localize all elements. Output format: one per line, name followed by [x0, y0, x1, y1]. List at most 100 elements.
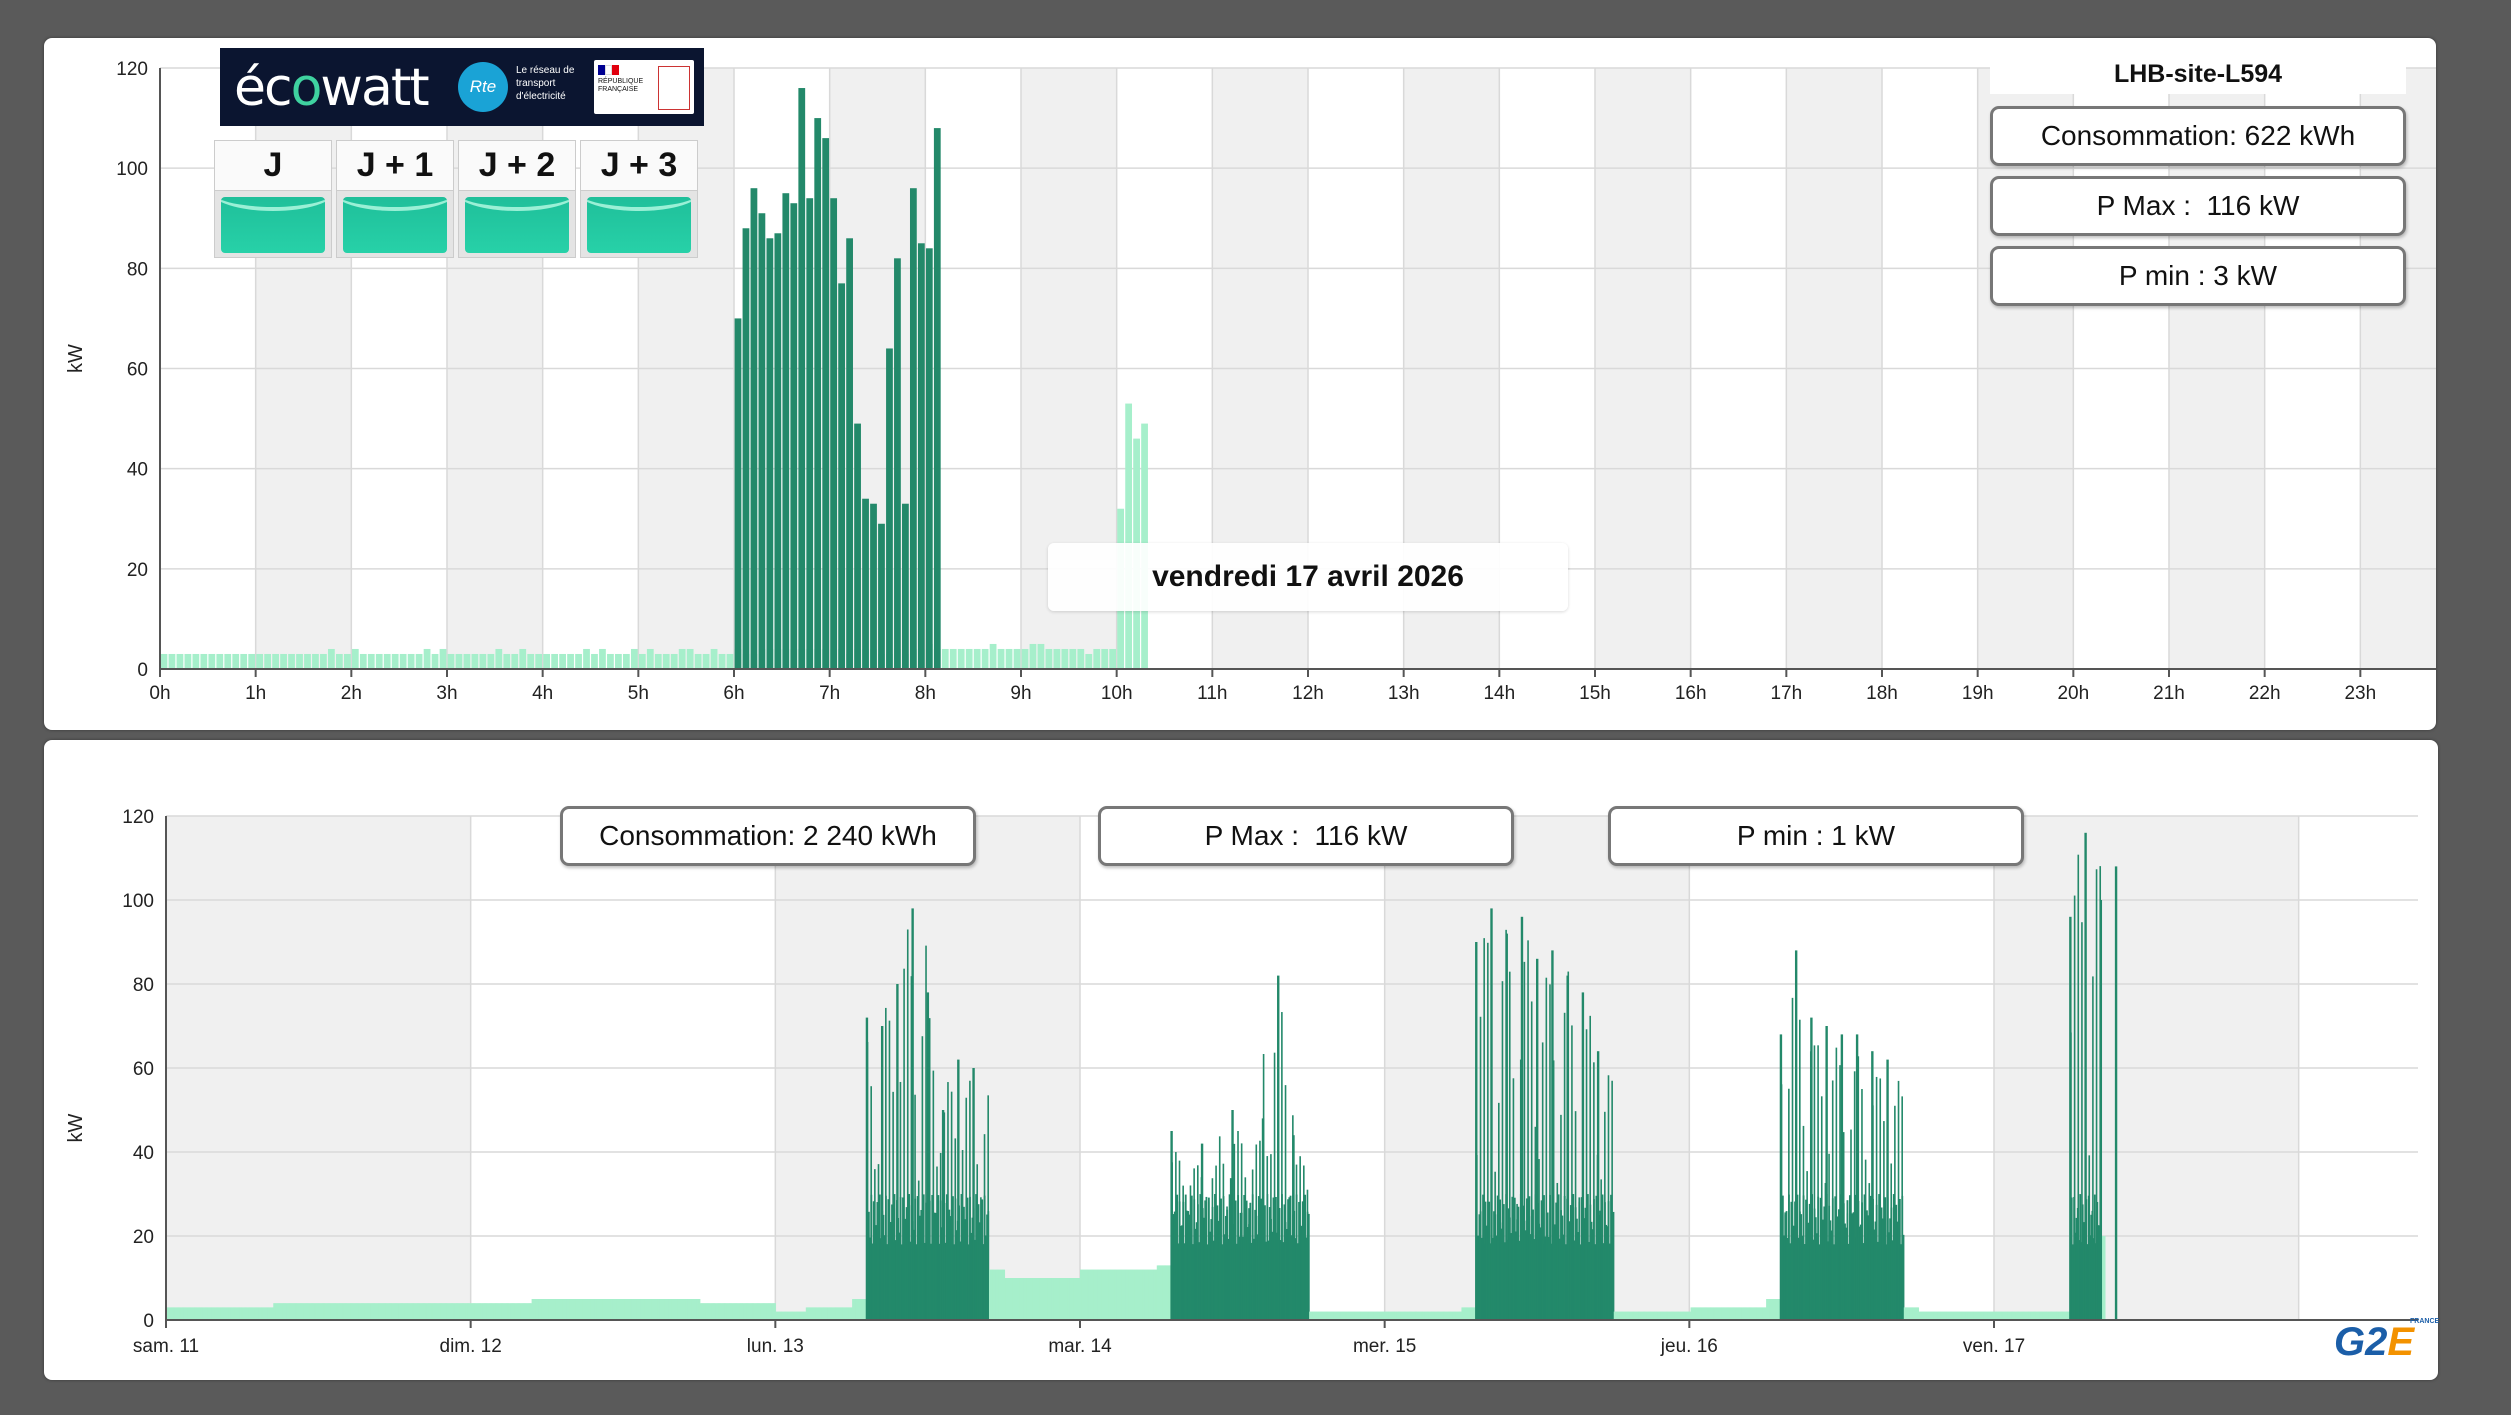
bar-light [989, 643, 997, 669]
bar-baseline [1134, 1269, 1137, 1320]
bar-baseline [2006, 1311, 2009, 1320]
bar-baseline [1905, 1307, 1907, 1320]
bar-baseline [638, 1299, 641, 1320]
bar-baseline [686, 1299, 689, 1320]
spike-bar [1574, 1111, 1577, 1320]
bar-active [1561, 1215, 1564, 1320]
bar-baseline [1973, 1311, 1976, 1320]
y-tick-label: 100 [116, 159, 148, 180]
bar-baseline [707, 1303, 709, 1320]
bar-baseline [1077, 1278, 1080, 1320]
x-tick-label: ven. 17 [1963, 1336, 2025, 1357]
bar-baseline [1084, 1269, 1087, 1320]
spike-bar [1868, 1183, 1871, 1320]
bar-baseline [2057, 1311, 2060, 1320]
bar-baseline [1324, 1311, 1327, 1320]
bar-baseline [776, 1311, 779, 1320]
spike-bar [1255, 1144, 1258, 1320]
spike-bar [877, 1164, 880, 1320]
bar-baseline [325, 1303, 328, 1320]
bar-active [1557, 1194, 1560, 1320]
bar-active [1594, 1244, 1597, 1320]
bar-active [1808, 1203, 1811, 1320]
bar-baseline [1919, 1311, 1922, 1320]
bar-baseline [703, 1303, 706, 1320]
peak-bar [1840, 1034, 1844, 1320]
bar-baseline [520, 1303, 523, 1320]
bar-baseline [1978, 1311, 1980, 1320]
bar-baseline [359, 1303, 362, 1320]
bar-baseline [1958, 1311, 1961, 1320]
g2e-logo: G2E FRANCE [2334, 1318, 2439, 1370]
bar-baseline [426, 1303, 429, 1320]
bar-baseline [1934, 1311, 1937, 1320]
bar-light [1029, 643, 1037, 669]
bar-active [1830, 1230, 1833, 1320]
bar-baseline [641, 1299, 644, 1320]
bar-baseline [2053, 1311, 2056, 1320]
peak-bar [2084, 832, 2087, 1320]
bar-light [1021, 648, 1029, 669]
bar-active [882, 1214, 885, 1320]
bar-baseline [744, 1303, 747, 1320]
bar-baseline [654, 1299, 657, 1320]
bar-baseline [1671, 1311, 1673, 1320]
bar-baseline [1143, 1269, 1146, 1320]
x-tick-label: 20h [2057, 683, 2089, 704]
bar-baseline [449, 1303, 452, 1320]
bar-baseline [2045, 1311, 2048, 1320]
bar-baseline [250, 1307, 252, 1320]
bar-baseline [1363, 1311, 1366, 1320]
bar-baseline [991, 1269, 993, 1320]
bar-baseline [1122, 1269, 1125, 1320]
bar-baseline [1930, 1311, 1933, 1320]
bar-baseline [591, 1299, 594, 1320]
x-tick-label: 1h [245, 683, 266, 704]
bar-baseline [1372, 1311, 1375, 1320]
spike-bar [1545, 977, 1548, 1320]
bar-baseline [2014, 1311, 2017, 1320]
bar-baseline [797, 1311, 800, 1320]
bar-baseline [704, 1303, 707, 1320]
bar-dark [766, 238, 774, 670]
spike-bar [1611, 1080, 1613, 1320]
bar-baseline [1632, 1311, 1634, 1320]
spike-bar [1288, 1197, 1290, 1320]
bar-baseline [700, 1303, 703, 1320]
bar-baseline [1469, 1307, 1472, 1320]
bar-active [1838, 1209, 1840, 1320]
bar-baseline [1760, 1307, 1762, 1320]
spike-bar [983, 1134, 986, 1320]
bar-active [945, 1194, 948, 1320]
spike-bar [1519, 1059, 1522, 1320]
bar-baseline [690, 1299, 692, 1320]
bar-active [1827, 1241, 1829, 1320]
bar-baseline [289, 1303, 291, 1320]
bar-baseline [2001, 1311, 2004, 1320]
bar-baseline [222, 1307, 224, 1320]
bar-baseline [1371, 1311, 1374, 1320]
bar-baseline [503, 1303, 506, 1320]
bar-baseline [813, 1307, 815, 1320]
bar-baseline [485, 1303, 488, 1320]
bar-baseline [1985, 1311, 1988, 1320]
bar-baseline [683, 1299, 686, 1320]
bar-baseline [546, 1299, 549, 1320]
bar-baseline [534, 1299, 536, 1320]
bar-light [479, 653, 487, 669]
bar-baseline [2048, 1311, 2051, 1320]
bar-baseline [337, 1303, 340, 1320]
bar-baseline [477, 1303, 480, 1320]
bar-light [351, 648, 359, 669]
bar-baseline [1717, 1307, 1720, 1320]
bar-baseline [220, 1307, 223, 1320]
bar-baseline [470, 1303, 473, 1320]
spike-bar [2092, 976, 2094, 1320]
x-tick-label: mer. 15 [1353, 1336, 1416, 1357]
bar-baseline [1402, 1311, 1405, 1320]
bar-light [941, 648, 949, 669]
bar-baseline [274, 1303, 277, 1320]
bar-baseline [2023, 1311, 2026, 1320]
bar-baseline [1044, 1278, 1047, 1320]
bar-light [957, 648, 965, 669]
